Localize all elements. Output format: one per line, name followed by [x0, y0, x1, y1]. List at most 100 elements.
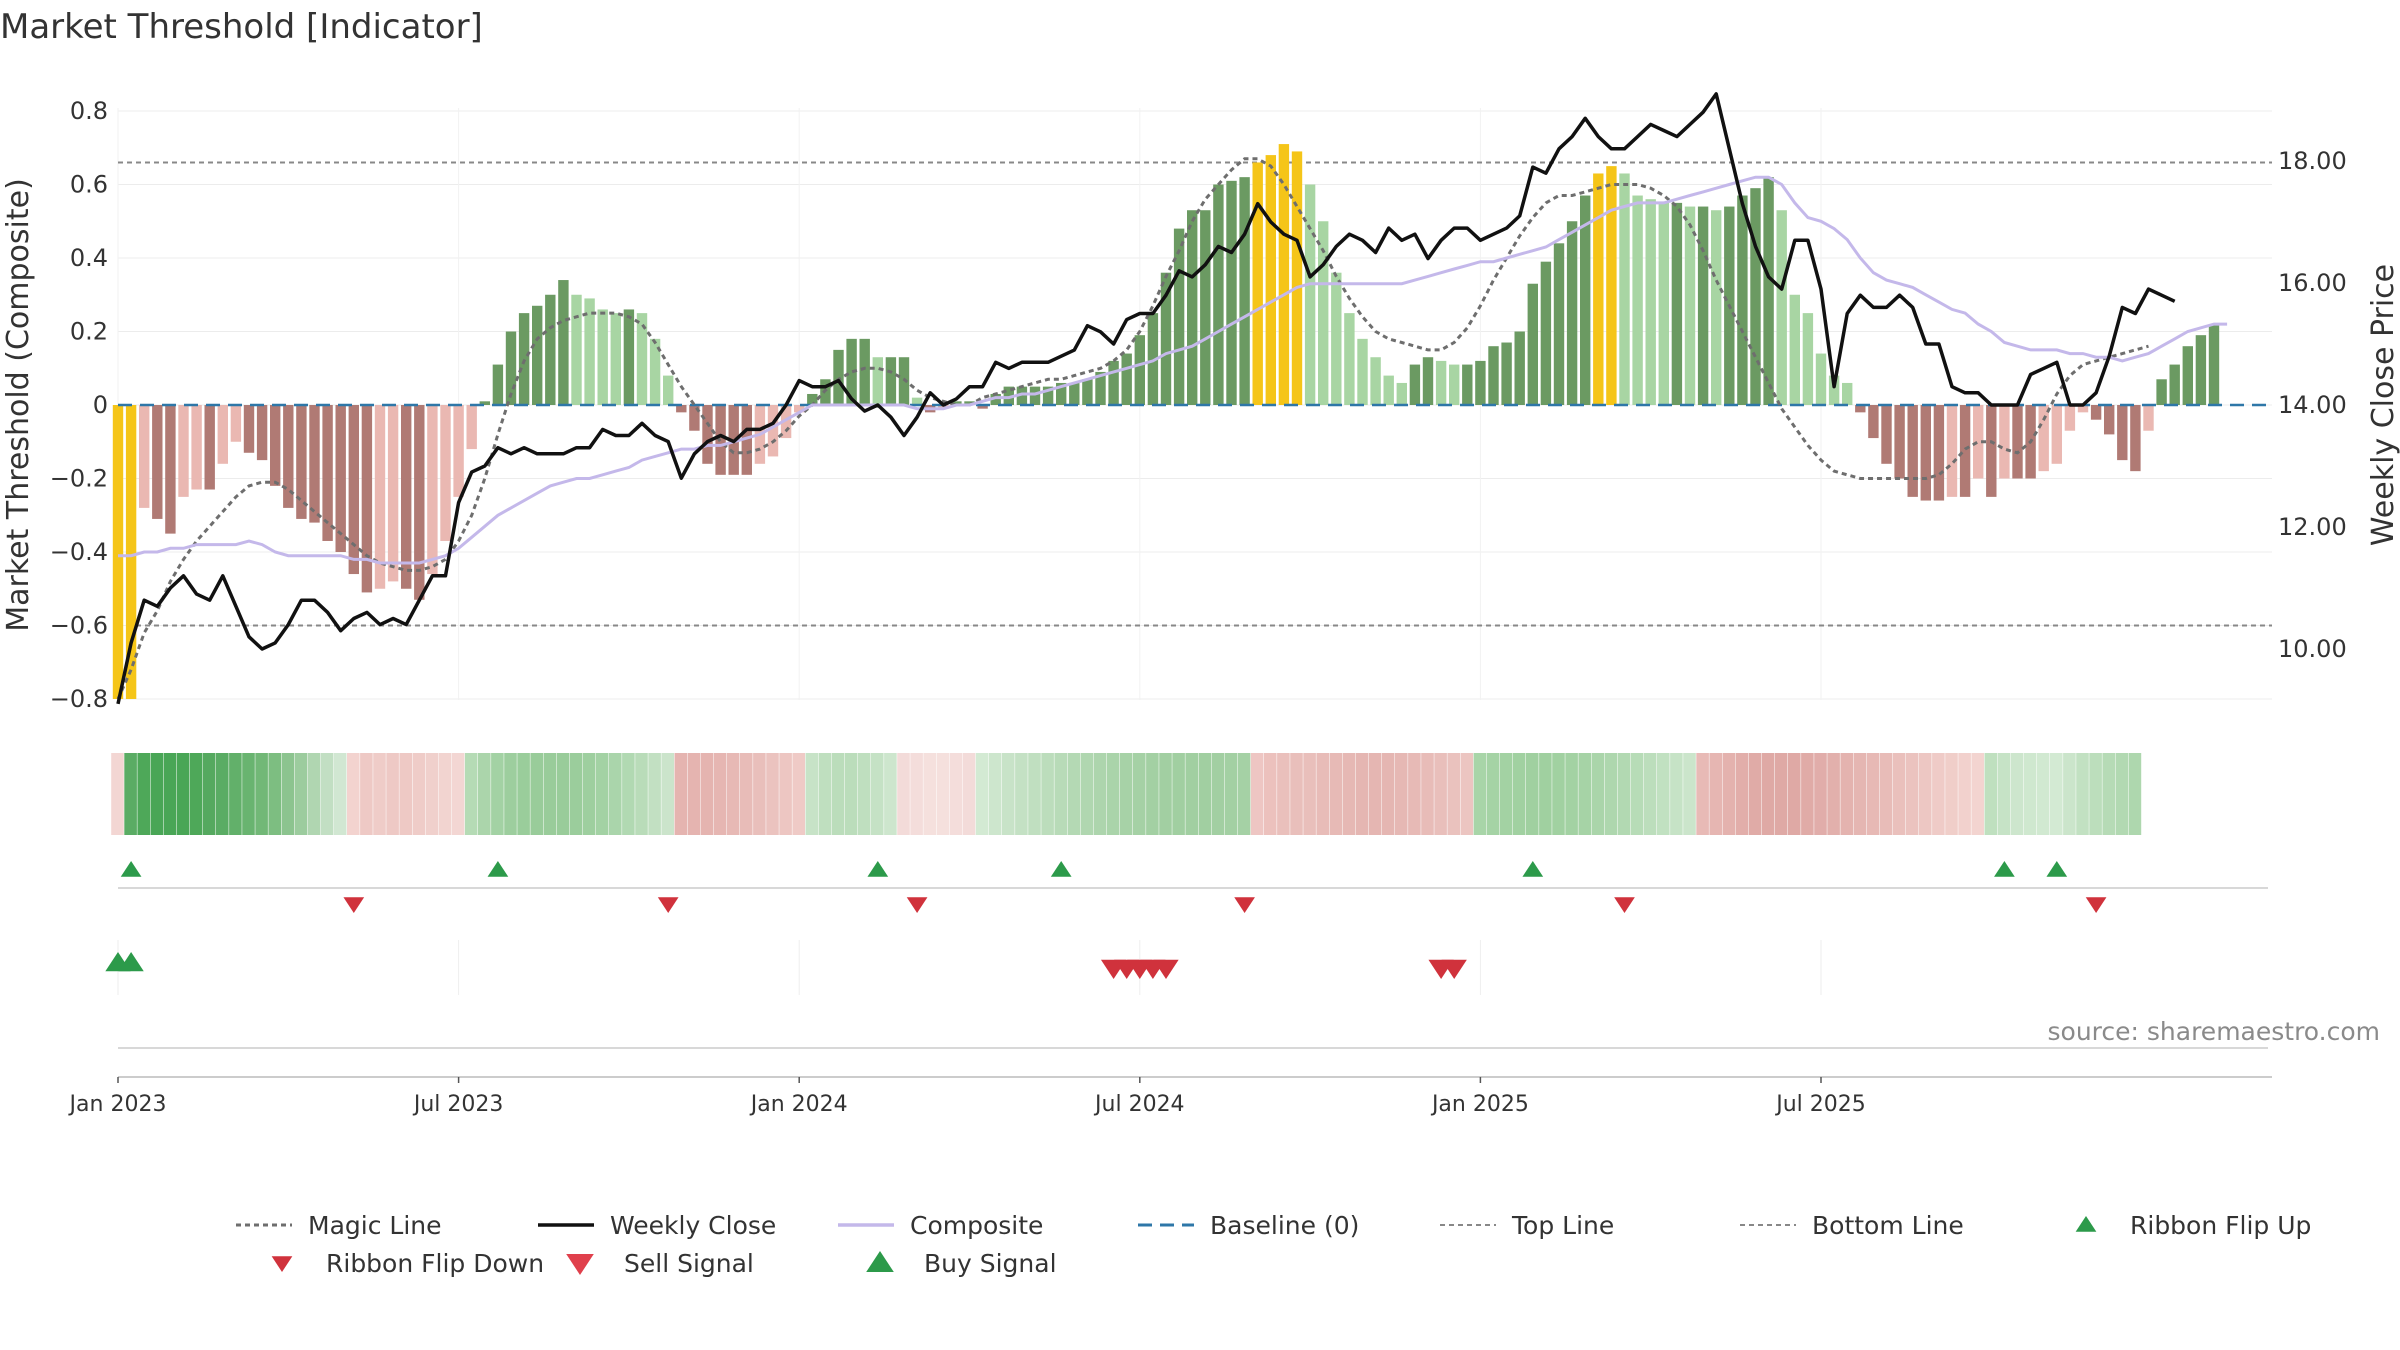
ribbon-cell: [229, 753, 242, 835]
composite-bar: [1435, 360, 1447, 405]
legend-item: Magic Line: [236, 1211, 442, 1240]
composite-bar: [558, 280, 569, 405]
ribbon-cell: [1866, 753, 1880, 835]
composite-bar: [2104, 405, 2115, 435]
composite-bar: [2143, 405, 2154, 431]
composite-bar: [256, 405, 268, 461]
ribbon-cell: [1264, 753, 1277, 835]
ribbon-cell: [1919, 753, 1932, 835]
source-note: source: sharemaestro.com: [2048, 1017, 2381, 1046]
legend-label: Buy Signal: [924, 1249, 1057, 1278]
composite-bar: [1357, 338, 1368, 405]
ribbon-cell: [1146, 753, 1159, 835]
ribbon-cell: [1552, 753, 1565, 835]
composite-bar: [440, 405, 451, 541]
ribbon-cell: [1801, 753, 1814, 835]
ribbon-cell: [242, 753, 255, 835]
ribbon-cell: [1303, 753, 1316, 835]
ribbon-cell: [1774, 753, 1788, 835]
composite-bar: [636, 313, 648, 405]
sell-signal-marker: [1153, 959, 1179, 979]
ribbon-cell: [1788, 753, 1801, 835]
composite-bar: [191, 405, 202, 490]
ribbon-cell: [1093, 753, 1107, 835]
composite-bar: [807, 393, 818, 405]
composite-bar: [1409, 364, 1421, 405]
composite-bar: [453, 405, 464, 497]
composite-bar: [1894, 405, 1905, 479]
legend-swatch-flip-down: [271, 1256, 293, 1272]
ribbon-cell: [1539, 753, 1552, 835]
ribbon-cell: [1434, 753, 1447, 835]
composite-bar: [1449, 364, 1460, 405]
ribbon-cell: [373, 753, 386, 835]
composite-bar: [1737, 195, 1748, 405]
ribbon-cell: [569, 753, 583, 835]
ribbon-cell: [713, 753, 727, 835]
legend-item: Weekly Close: [538, 1211, 776, 1240]
ribbon-cell: [1735, 753, 1749, 835]
ribbon-cell: [1381, 753, 1395, 835]
legend-label: Magic Line: [308, 1211, 442, 1240]
composite-bar: [1134, 335, 1145, 405]
composite-bar: [794, 405, 805, 413]
ribbon-cell: [1133, 753, 1146, 835]
composite-bar: [335, 405, 346, 552]
composite-bar: [1304, 184, 1316, 405]
ribbon-cell: [451, 753, 465, 835]
ribbon-flip-up-marker: [1994, 861, 2015, 877]
ribbon-cell: [661, 753, 674, 835]
composite-bar: [1580, 195, 1591, 405]
ribbon-cell: [1905, 753, 1919, 835]
ribbon-cell: [255, 753, 268, 835]
composite-bar: [1959, 405, 1971, 497]
ribbon-flip-up-marker: [120, 861, 142, 877]
ribbon-cell: [1971, 753, 1984, 835]
ribbon-cell: [871, 753, 884, 835]
ribbon-flip-down-marker: [343, 897, 365, 913]
ribbon-cell: [648, 753, 661, 835]
ribbon-cell: [1067, 753, 1081, 835]
ribbon-cell: [2050, 753, 2063, 835]
ribbon-cell: [504, 753, 517, 835]
ribbon-cell: [1368, 753, 1382, 835]
ribbon-cell: [1683, 753, 1696, 835]
composite-bar: [872, 357, 883, 405]
ribbon-cell: [517, 753, 530, 835]
ribbon-cell: [805, 753, 819, 835]
legend-item: Ribbon Flip Up: [2075, 1211, 2311, 1240]
ribbon-cell: [1106, 753, 1120, 835]
composite-bar: [2208, 324, 2220, 405]
composite-bar: [1750, 188, 1761, 405]
ribbon-cell: [281, 753, 295, 835]
composite-bar: [1593, 173, 1604, 405]
composite-bar: [1475, 360, 1486, 405]
composite-bar: [1042, 386, 1054, 405]
ribbon-cell: [1892, 753, 1906, 835]
ribbon-cell: [726, 753, 740, 835]
ribbon-flip-down-marker: [2085, 897, 2107, 913]
ribbon-cell: [1696, 753, 1709, 835]
ribbon-cell: [1185, 753, 1198, 835]
ribbon-flip-up-marker: [2046, 861, 2068, 877]
composite-bar: [505, 331, 517, 405]
ribbon-flip-down-marker: [906, 897, 928, 913]
y-axis-label-left: Market Threshold (Composite): [1, 178, 36, 632]
ribbon-cell: [1761, 753, 1775, 835]
ribbon-cell: [163, 753, 177, 835]
composite-bar: [2064, 405, 2076, 431]
composite-bar: [951, 401, 962, 405]
composite-bar: [545, 294, 556, 405]
ribbon-cell: [897, 753, 910, 835]
ribbon-flip-down-marker: [1234, 897, 1255, 913]
composite-bar: [1868, 405, 1879, 439]
ribbon-cell: [1840, 753, 1853, 835]
ribbon-cell: [1224, 753, 1238, 835]
composite-bar: [152, 405, 163, 519]
legend-swatch-flip-up: [2075, 1216, 2097, 1232]
y-tick-right: 10.00: [2278, 635, 2347, 663]
x-tick-label: Jan 2025: [1430, 1092, 1529, 1117]
ribbon-cell: [478, 753, 491, 835]
composite-bar: [1029, 386, 1041, 405]
composite-bar: [165, 405, 176, 534]
